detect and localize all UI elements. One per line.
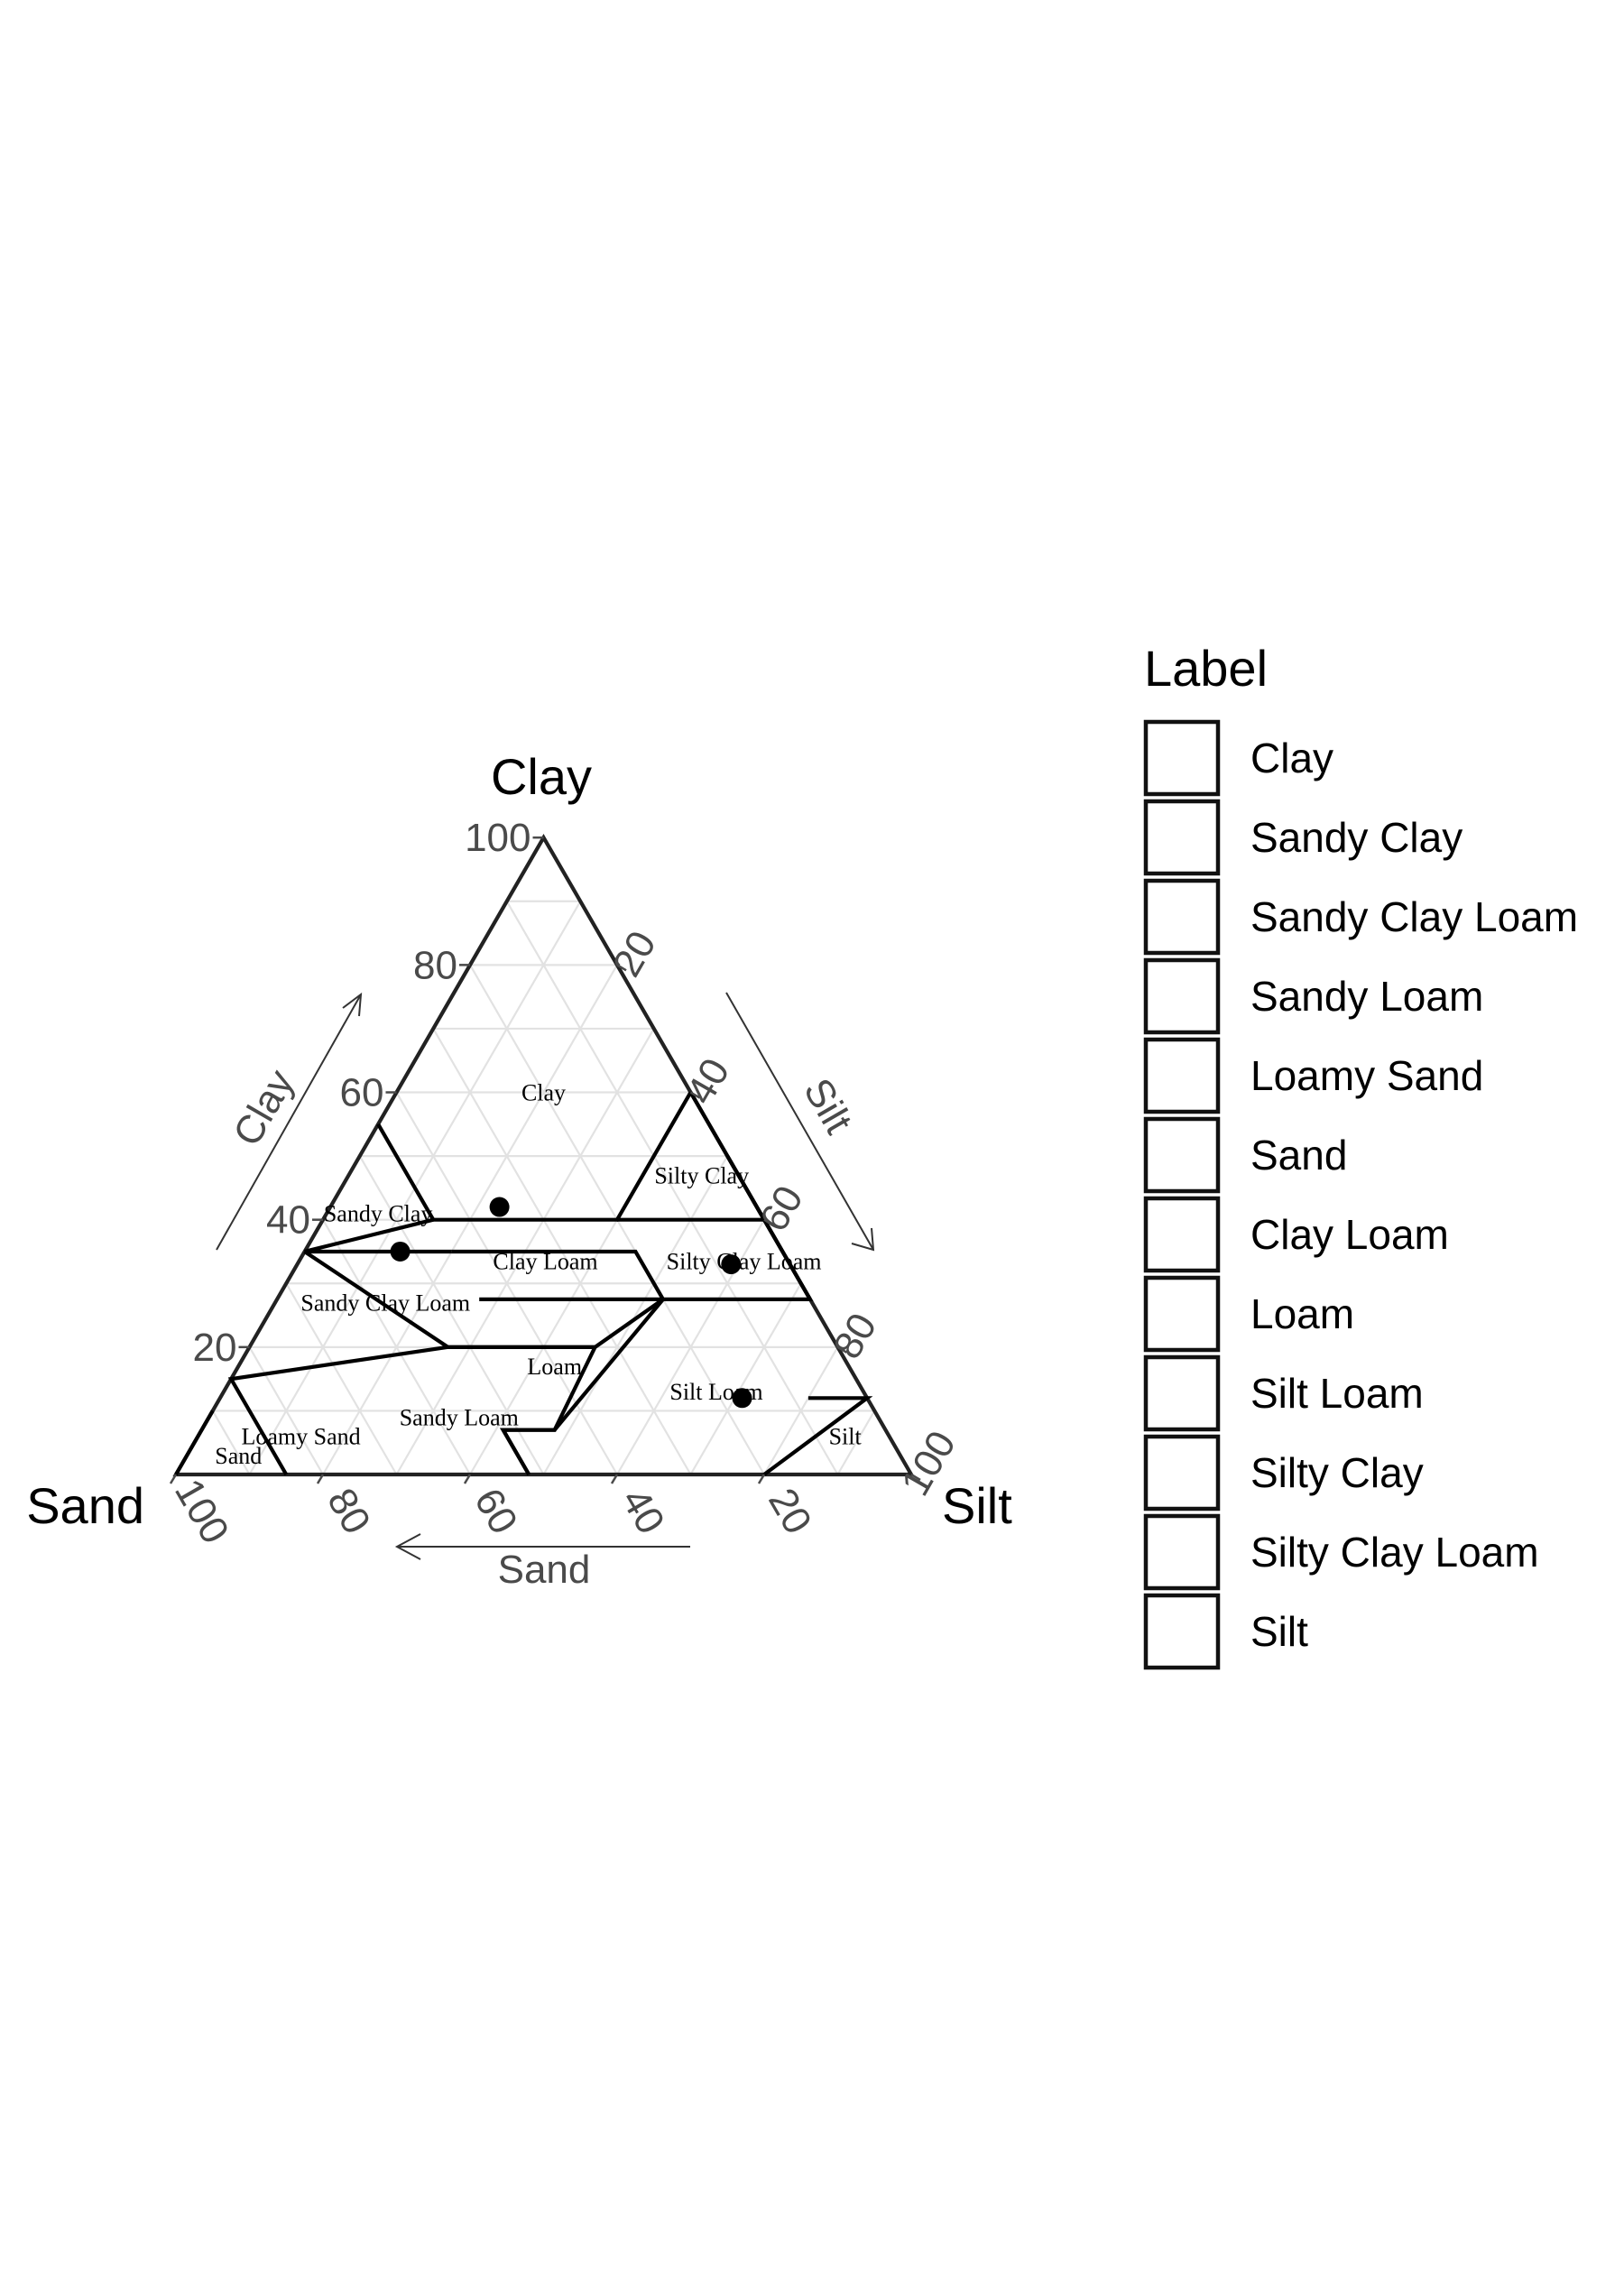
sand-tick-label-40: 40	[613, 1481, 673, 1541]
silt-axis-arrow	[725, 992, 875, 1252]
legend-key-sandy-clay-loam	[1143, 878, 1221, 956]
grid-line-sand-60	[322, 1219, 471, 1475]
region-label-sandy-clay-loam: Sandy Clay Loam	[300, 1290, 470, 1316]
legend-key-silt	[1143, 1593, 1221, 1670]
silt-tick-mark-100	[910, 1473, 921, 1482]
grid-line-silt-90	[836, 1410, 876, 1475]
sand-tick-label-80: 80	[318, 1481, 379, 1541]
region-label-loamy-sand: Loamy Sand	[241, 1424, 360, 1450]
data-point-2	[390, 1241, 411, 1262]
legend-label-sandy-clay: Sandy Clay	[1250, 814, 1463, 861]
vertex-label-silt: Silt	[942, 1477, 1012, 1534]
clay-tick-label-40: 40	[266, 1198, 310, 1243]
grid-line-silt-50	[542, 1155, 729, 1475]
region-label-sandy-clay: Sandy Clay	[324, 1201, 433, 1227]
region-boundary-6	[174, 1410, 215, 1476]
legend-label-loamy-sand: Loamy Sand	[1250, 1052, 1483, 1099]
grid-line-sand-10	[505, 901, 839, 1475]
data-point-3	[721, 1254, 742, 1275]
sand-tick-mark-40	[610, 1474, 619, 1484]
sand-tick-label-60: 60	[466, 1481, 526, 1541]
legend-key-loamy-sand	[1143, 1037, 1221, 1114]
region-boundary-1	[376, 1091, 693, 1222]
sand-tick-mark-80	[316, 1474, 325, 1484]
vertex-label-sand: Sand	[26, 1477, 144, 1534]
region-label-silty-clay-loam: Silty Clay Loam	[667, 1249, 822, 1275]
region-label-clay: Clay	[521, 1080, 566, 1106]
sand-tick-label-20: 20	[760, 1481, 820, 1541]
legend-key-sand	[1143, 1116, 1221, 1194]
legend-title: Label	[1144, 640, 1268, 697]
sand-tick-mark-60	[463, 1474, 472, 1484]
region-label-silt: Silt	[829, 1424, 863, 1450]
clay-tick-label-60: 60	[340, 1071, 384, 1115]
legend-label-clay-loam: Clay Loam	[1250, 1211, 1449, 1258]
sand-tick-label-100: 100	[166, 1472, 237, 1551]
grid-line-sand-90	[211, 1410, 251, 1475]
legend-key-sandy-clay	[1143, 799, 1221, 876]
region-label-silty-clay: Silty Clay	[654, 1162, 749, 1188]
clay-axis-arrow-label: Clay	[225, 1062, 302, 1153]
legend-key-silty-clay-loam	[1143, 1513, 1221, 1591]
silt-tick-mark-60	[763, 1218, 774, 1226]
grid-line-silt-70	[689, 1282, 802, 1475]
region-label-sand: Sand	[215, 1443, 262, 1469]
silt-tick-mark-40	[689, 1091, 701, 1099]
legend-key-clay	[1143, 719, 1221, 797]
sand-axis-arrow	[394, 1533, 690, 1560]
legend-label-sand: Sand	[1250, 1132, 1347, 1179]
sand-tick-mark-100	[169, 1474, 178, 1484]
legend-label-silty-clay: Silty Clay	[1250, 1449, 1424, 1496]
vertex-label-clay: Clay	[491, 748, 592, 805]
region-boundary-3	[303, 1249, 666, 1349]
legend-key-silty-clay	[1143, 1434, 1221, 1511]
silt-tick-mark-80	[836, 1345, 848, 1354]
legend-label-sandy-clay-loam: Sandy Clay Loam	[1250, 893, 1578, 940]
region-label-clay-loam: Clay Loam	[493, 1249, 597, 1275]
silt-tick-label-40: 40	[678, 1051, 738, 1112]
legend-label-loam: Loam	[1250, 1290, 1354, 1337]
region-label-loam: Loam	[527, 1354, 582, 1380]
clay-tick-label-80: 80	[413, 943, 457, 987]
region-boundary-5	[227, 1345, 448, 1476]
grid-line-silt-80	[763, 1346, 839, 1475]
legend-key-silt-loam	[1143, 1354, 1221, 1432]
silt-tick-label-80: 80	[825, 1306, 885, 1366]
texture-region-boundaries	[174, 1091, 873, 1476]
legend-label-silt-loam: Silt Loam	[1250, 1370, 1424, 1417]
legend-label-silty-clay-loam: Silty Clay Loam	[1250, 1529, 1539, 1576]
clay-tick-label-100: 100	[465, 816, 531, 860]
clay-tick-label-20: 20	[193, 1326, 237, 1370]
sand-axis-arrow-label: Sand	[498, 1548, 591, 1592]
data-point-1	[489, 1197, 510, 1217]
data-points	[390, 1197, 752, 1409]
legend-label-silt: Silt	[1250, 1608, 1308, 1655]
grid-line-sand-50	[358, 1155, 545, 1475]
clay-axis-arrow	[216, 992, 363, 1251]
texture-region-labels: Clay Sandy Clay Sandy Clay Loam Sandy Loam L…	[215, 1080, 862, 1469]
legend-key-loam	[1143, 1275, 1221, 1353]
sand-tick-mark-20	[757, 1474, 766, 1484]
region-boundary-10	[762, 1396, 873, 1476]
region-boundary-9	[762, 1218, 812, 1300]
legend: Clay Sandy Clay Sandy Clay Loam Sandy Loam L…	[1143, 719, 1578, 1670]
silt-tick-label-20: 20	[604, 924, 665, 984]
region-label-sandy-loam: Sandy Loam	[400, 1404, 519, 1430]
silt-tick-label-60: 60	[752, 1179, 812, 1239]
grid-line-sand-70	[285, 1282, 398, 1475]
legend-key-clay-loam	[1143, 1196, 1221, 1273]
grid-line-sand-80	[248, 1346, 324, 1475]
legend-label-clay: Clay	[1250, 735, 1333, 781]
silt-tick-mark-20	[616, 964, 627, 972]
legend-label-sandy-loam: Sandy Loam	[1250, 973, 1483, 1020]
legend-key-sandy-loam	[1143, 957, 1221, 1035]
data-point-4	[732, 1388, 752, 1409]
